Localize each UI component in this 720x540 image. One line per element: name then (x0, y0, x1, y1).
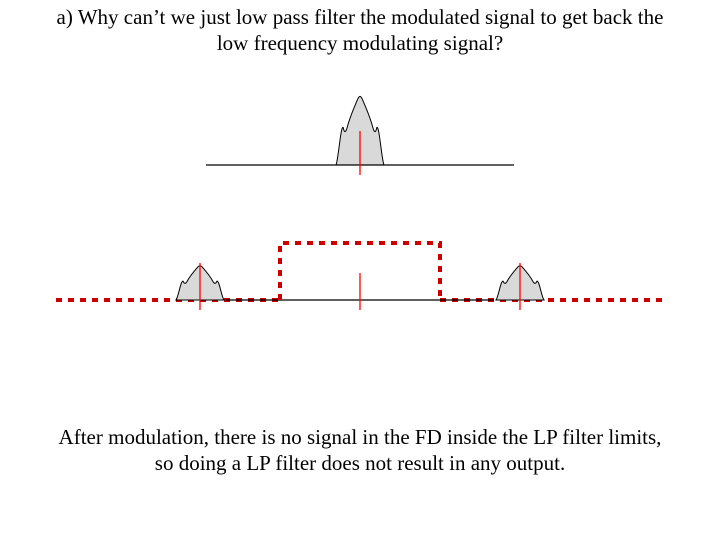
answer-text: After modulation, there is no signal in … (0, 424, 720, 477)
question-line-2: low frequency modulating signal? (217, 31, 503, 55)
question-line-1: a) Why can’t we just low pass filter the… (57, 5, 664, 29)
spectrum-diagram (0, 85, 720, 345)
answer-line-2: so doing a LP filter does not result in … (155, 451, 565, 475)
slide: a) Why can’t we just low pass filter the… (0, 0, 720, 540)
answer-line-1: After modulation, there is no signal in … (59, 425, 662, 449)
question-text: a) Why can’t we just low pass filter the… (0, 4, 720, 57)
